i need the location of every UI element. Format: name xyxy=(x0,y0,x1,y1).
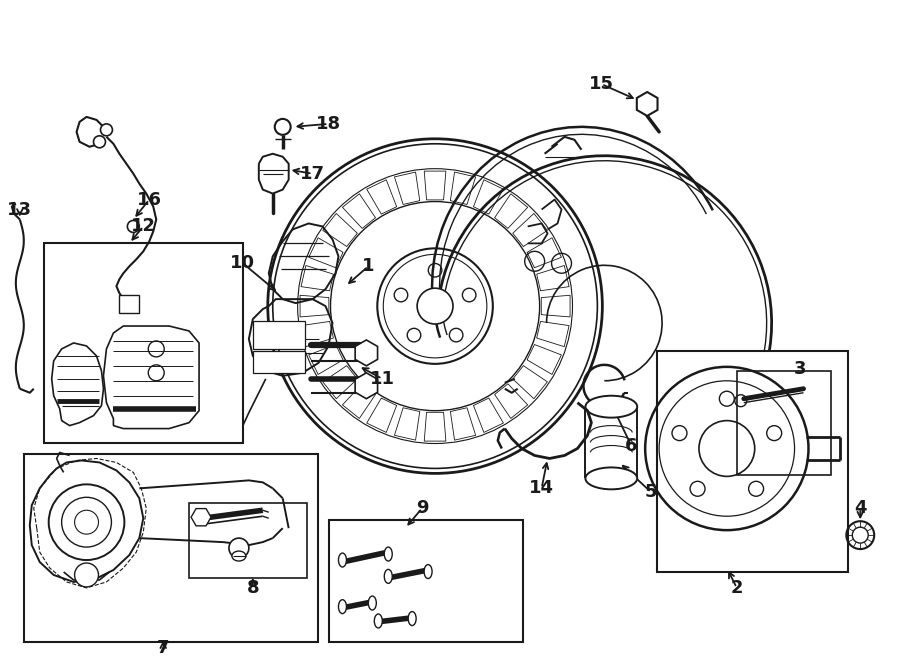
Text: 17: 17 xyxy=(300,165,325,182)
Ellipse shape xyxy=(338,600,346,613)
Bar xyxy=(657,351,849,572)
Ellipse shape xyxy=(232,551,246,561)
Text: 13: 13 xyxy=(7,200,32,219)
Circle shape xyxy=(274,119,291,135)
Ellipse shape xyxy=(384,547,392,561)
Text: 16: 16 xyxy=(137,190,162,209)
Text: 12: 12 xyxy=(130,217,156,235)
Circle shape xyxy=(101,124,112,136)
Ellipse shape xyxy=(585,396,637,418)
Ellipse shape xyxy=(424,564,432,578)
Bar xyxy=(23,455,318,642)
Circle shape xyxy=(75,563,98,587)
Text: 18: 18 xyxy=(316,115,341,133)
Circle shape xyxy=(94,136,105,148)
Ellipse shape xyxy=(384,569,392,584)
Ellipse shape xyxy=(338,553,346,567)
Text: 15: 15 xyxy=(589,75,614,93)
Text: 11: 11 xyxy=(370,369,395,388)
Text: 7: 7 xyxy=(157,639,169,656)
Bar xyxy=(328,520,523,642)
Bar xyxy=(189,503,307,578)
Text: 3: 3 xyxy=(795,360,806,378)
Text: 9: 9 xyxy=(416,499,428,518)
Ellipse shape xyxy=(585,467,637,489)
Bar xyxy=(120,295,140,313)
Ellipse shape xyxy=(374,614,382,628)
Text: 8: 8 xyxy=(247,579,259,597)
Text: 4: 4 xyxy=(854,499,867,518)
Text: 1: 1 xyxy=(362,257,374,275)
Bar xyxy=(737,371,832,475)
Ellipse shape xyxy=(368,596,376,610)
Text: 14: 14 xyxy=(529,479,554,497)
Circle shape xyxy=(229,538,248,558)
Circle shape xyxy=(417,288,453,324)
Text: 2: 2 xyxy=(731,579,743,597)
Bar xyxy=(44,243,243,442)
Bar xyxy=(253,321,304,349)
Text: 5: 5 xyxy=(645,483,657,501)
Ellipse shape xyxy=(409,611,416,625)
Bar xyxy=(253,351,304,373)
Text: 10: 10 xyxy=(230,254,256,272)
Circle shape xyxy=(128,221,140,233)
Text: 6: 6 xyxy=(625,436,637,455)
